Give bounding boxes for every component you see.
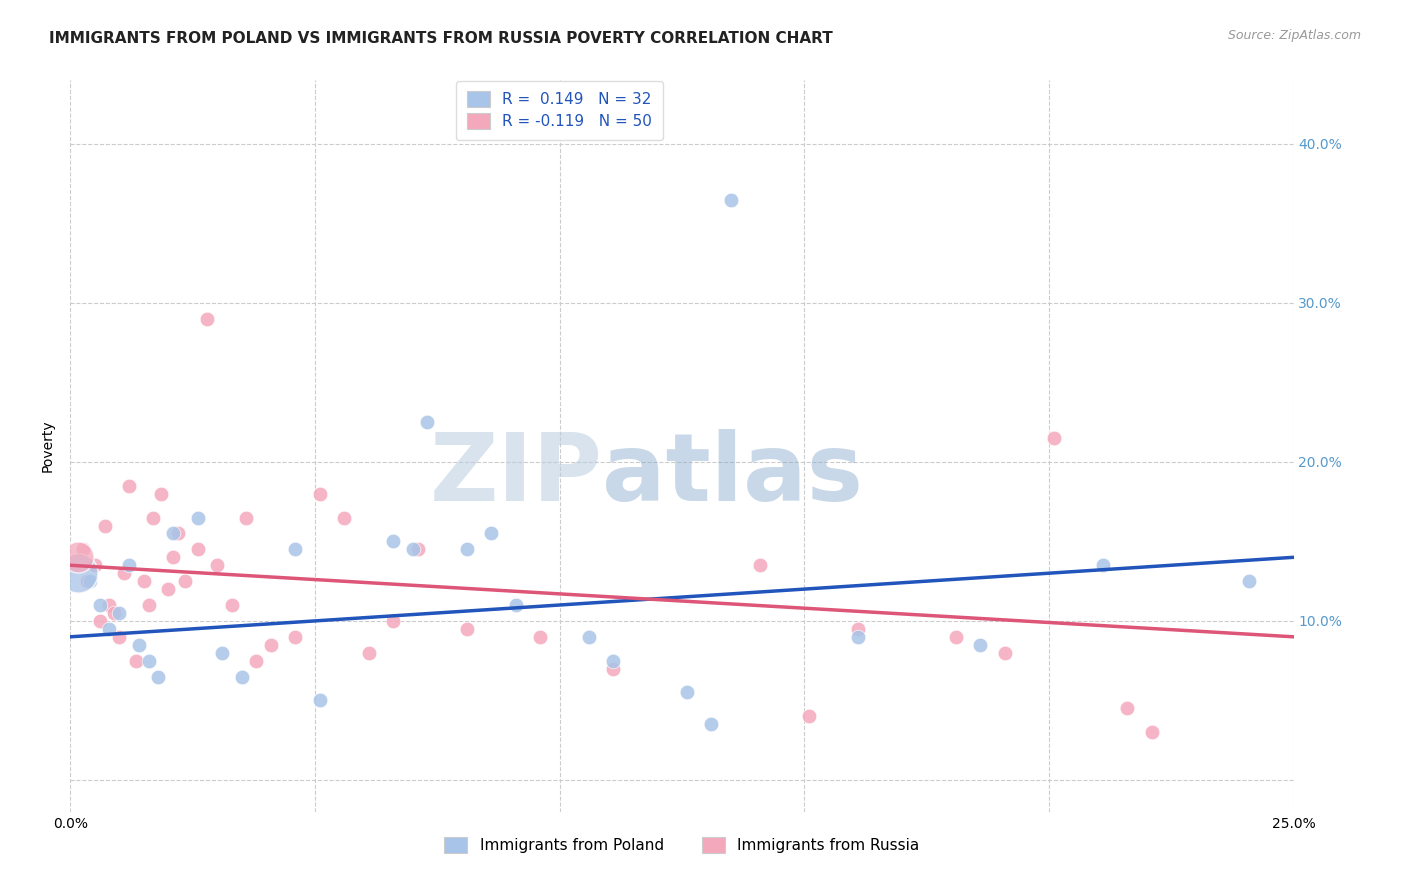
Point: [66, 566, 89, 581]
Point: [162, 526, 184, 541]
Point: [994, 646, 1017, 660]
Point: [157, 582, 180, 596]
Point: [406, 542, 429, 557]
Point: [1140, 725, 1163, 739]
Point: [221, 598, 243, 612]
Point: [186, 542, 208, 557]
Point: [235, 510, 257, 524]
Point: [1116, 701, 1139, 715]
Point: [112, 566, 135, 581]
Point: [284, 630, 307, 644]
Point: [505, 598, 527, 612]
Point: [231, 669, 253, 683]
Point: [83, 558, 105, 573]
Point: [308, 486, 330, 500]
Point: [138, 598, 160, 612]
Point: [969, 638, 991, 652]
Point: [797, 709, 820, 723]
Point: [211, 646, 233, 660]
Point: [118, 558, 141, 573]
Text: IMMIGRANTS FROM POLAND VS IMMIGRANTS FROM RUSSIA POVERTY CORRELATION CHART: IMMIGRANTS FROM POLAND VS IMMIGRANTS FRO…: [49, 31, 832, 46]
Point: [167, 526, 190, 541]
Point: [89, 598, 111, 612]
Point: [529, 630, 551, 644]
Point: [128, 638, 150, 652]
Point: [456, 622, 478, 636]
Point: [103, 606, 125, 620]
Point: [186, 510, 208, 524]
Point: [260, 638, 283, 652]
Y-axis label: Poverty: Poverty: [41, 420, 55, 472]
Point: [308, 693, 330, 707]
Point: [138, 654, 160, 668]
Point: [602, 654, 624, 668]
Point: [1239, 574, 1261, 589]
Point: [148, 669, 170, 683]
Point: [416, 415, 439, 429]
Point: [162, 550, 184, 565]
Text: Source: ZipAtlas.com: Source: ZipAtlas.com: [1227, 29, 1361, 42]
Point: [382, 614, 405, 628]
Point: [98, 622, 121, 636]
Point: [132, 574, 155, 589]
Point: [125, 654, 148, 668]
Point: [66, 550, 89, 565]
Text: atlas: atlas: [602, 429, 863, 521]
Point: [149, 486, 172, 500]
Point: [93, 518, 115, 533]
Point: [79, 574, 101, 589]
Point: [846, 622, 869, 636]
Point: [1091, 558, 1114, 573]
Point: [108, 606, 131, 620]
Text: ZIP: ZIP: [429, 429, 602, 521]
Point: [749, 558, 772, 573]
Point: [89, 614, 111, 628]
Point: [72, 542, 94, 557]
Point: [245, 654, 267, 668]
Point: [118, 479, 141, 493]
Point: [76, 574, 98, 589]
Point: [108, 630, 131, 644]
Point: [700, 717, 723, 731]
Point: [195, 311, 218, 326]
Point: [945, 630, 967, 644]
Point: [456, 542, 478, 557]
Point: [479, 526, 502, 541]
Point: [205, 558, 228, 573]
Point: [98, 598, 121, 612]
Point: [174, 574, 197, 589]
Point: [675, 685, 697, 699]
Point: [720, 193, 742, 207]
Point: [602, 662, 624, 676]
Point: [382, 534, 405, 549]
Point: [1042, 431, 1064, 445]
Point: [402, 542, 425, 557]
Point: [578, 630, 600, 644]
Legend: Immigrants from Poland, Immigrants from Russia: Immigrants from Poland, Immigrants from …: [439, 830, 925, 859]
Point: [357, 646, 380, 660]
Point: [333, 510, 356, 524]
Point: [284, 542, 307, 557]
Point: [846, 630, 869, 644]
Point: [142, 510, 165, 524]
